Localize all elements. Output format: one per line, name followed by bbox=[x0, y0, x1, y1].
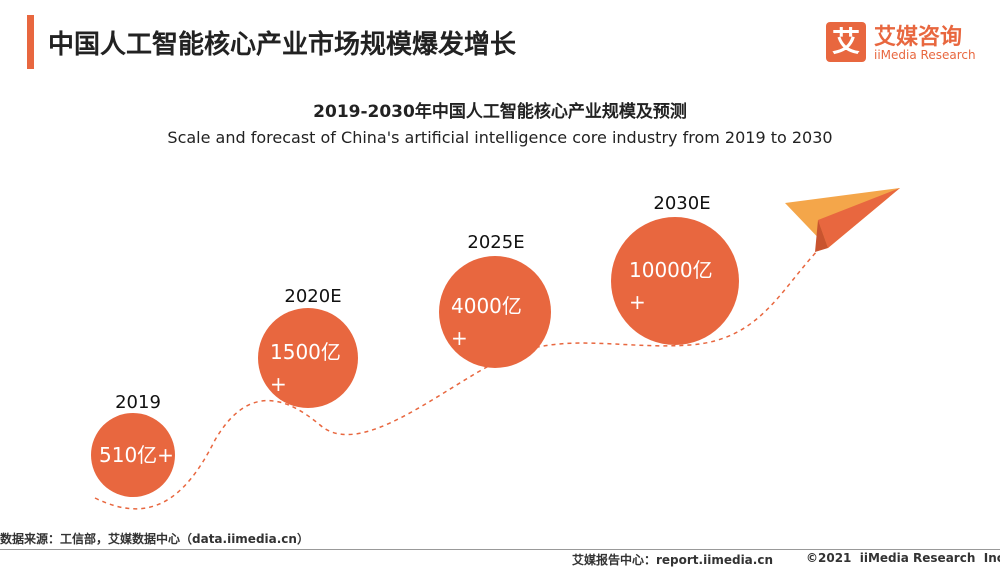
logo-name: 艾媒咨询 bbox=[874, 25, 963, 50]
chart-subtitle: Scale and forecast of China's artificial… bbox=[167, 128, 833, 147]
source-note: 数据来源：工信部，艾媒数据中心（data.iimedia.cn） bbox=[0, 532, 309, 546]
year-label: 2020E bbox=[284, 286, 342, 307]
milestone-value: 1500亿+ bbox=[270, 340, 341, 396]
year-label: 2025E bbox=[467, 232, 525, 253]
milestone-value: 10000亿+ bbox=[629, 258, 713, 314]
paper-plane-fold bbox=[818, 188, 900, 248]
year-label: 2030E bbox=[653, 193, 711, 214]
milestone-value: 510亿+ bbox=[99, 443, 174, 467]
footer-copyright: ©2021 iiMedia Research Inc bbox=[806, 551, 1000, 565]
footer-link: 艾媒报告中心：report.iimedia.cn bbox=[572, 553, 773, 567]
paper-plane-tail bbox=[815, 220, 828, 252]
milestone-circle: 4000亿+ bbox=[439, 256, 551, 368]
milestone-circle: 1500亿+ bbox=[258, 308, 358, 408]
footer-rule bbox=[0, 549, 1000, 550]
milestone-circle: 10000亿+ bbox=[611, 217, 739, 345]
milestone-circle: 510亿+ bbox=[91, 413, 175, 497]
chart-title: 2019-2030年中国人工智能核心产业规模及预测 bbox=[313, 102, 687, 122]
logo-icon: 艾 bbox=[826, 22, 866, 62]
logo-subname: iiMedia Research bbox=[874, 48, 976, 62]
milestone-value: 4000亿+ bbox=[451, 294, 522, 350]
slide-title: 中国人工智能核心产业市场规模爆发增长 bbox=[48, 30, 517, 60]
title-accent bbox=[27, 15, 34, 69]
year-label: 2019 bbox=[115, 392, 161, 413]
